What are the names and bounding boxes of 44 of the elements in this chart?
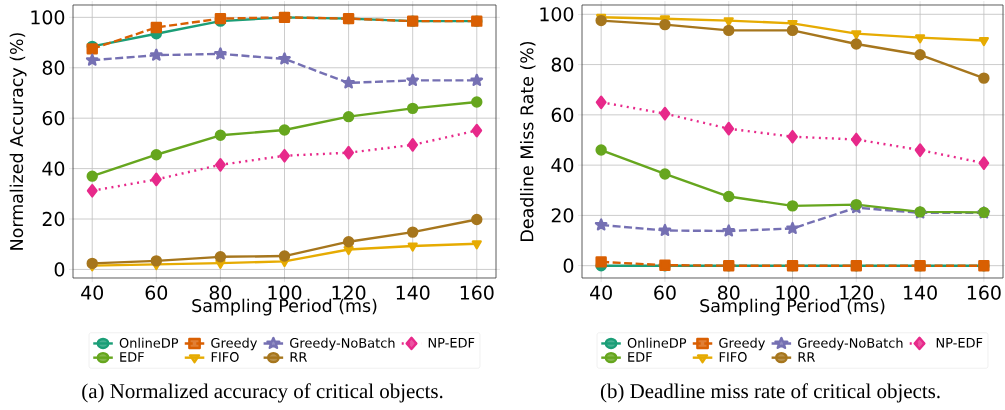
x-tick-label: 80: [717, 285, 740, 300]
x-tick-label: 80: [209, 285, 232, 300]
y-tick-label: 0: [54, 262, 65, 277]
y-axis-title: Deadline Miss Rate (%): [519, 41, 536, 241]
x-tick-label: 160: [460, 285, 494, 300]
legend-label: Greedy: [719, 337, 766, 351]
legend-label: Greedy-NoBatch: [798, 337, 903, 351]
legend-label: NP-EDF: [428, 338, 475, 348]
x-tick-label: 160: [967, 285, 1001, 300]
x-tick-label: 140: [396, 285, 430, 300]
x-tick-label: 140: [904, 285, 937, 300]
x-tick-label: 120: [840, 285, 874, 300]
text: (b) Deadline miss rate of critical objects.: [600, 383, 940, 403]
legend-label: Greedy: [211, 337, 258, 351]
legend-label: RR: [798, 352, 815, 362]
y-tick-label: 20: [42, 211, 65, 227]
y-tick-label: 80: [42, 60, 65, 75]
legend-label: FIFO: [719, 352, 747, 362]
legend-label: Greedy-NoBatch: [290, 337, 395, 351]
y-tick-label: 100: [31, 10, 65, 25]
text: (a) Normalized accuracy of critical objects.: [82, 383, 443, 403]
x-tick-label: 60: [654, 285, 676, 300]
y-tick-label: 60: [551, 107, 574, 123]
y-axis-title: Normalized Accuracy (%): [9, 33, 27, 250]
legend-label: OnlineDP: [119, 337, 179, 348]
y-tick-label: 20: [551, 208, 574, 223]
x-tick-label: 120: [332, 285, 366, 300]
legend-label: NP-EDF: [936, 338, 983, 348]
x-tick-label: 40: [81, 285, 104, 300]
y-tick-label: 80: [551, 57, 574, 72]
legend-label: RR: [290, 352, 307, 362]
x-tick-label: 40: [590, 285, 612, 300]
x-tick-label: 100: [268, 285, 302, 300]
y-tick-label: 0: [563, 258, 574, 273]
y-tick-label: 40: [42, 161, 65, 176]
x-tick-label: 60: [145, 285, 168, 300]
y-tick-label: 100: [540, 7, 574, 22]
legend-label: OnlineDP: [627, 337, 687, 348]
legend-label: EDF: [120, 352, 144, 362]
y-tick-label: 40: [551, 157, 574, 173]
x-tick-label: 100: [776, 285, 810, 300]
legend-label: EDF: [628, 352, 652, 362]
y-tick-label: 60: [42, 111, 65, 126]
legend-label: FIFO: [211, 352, 239, 362]
